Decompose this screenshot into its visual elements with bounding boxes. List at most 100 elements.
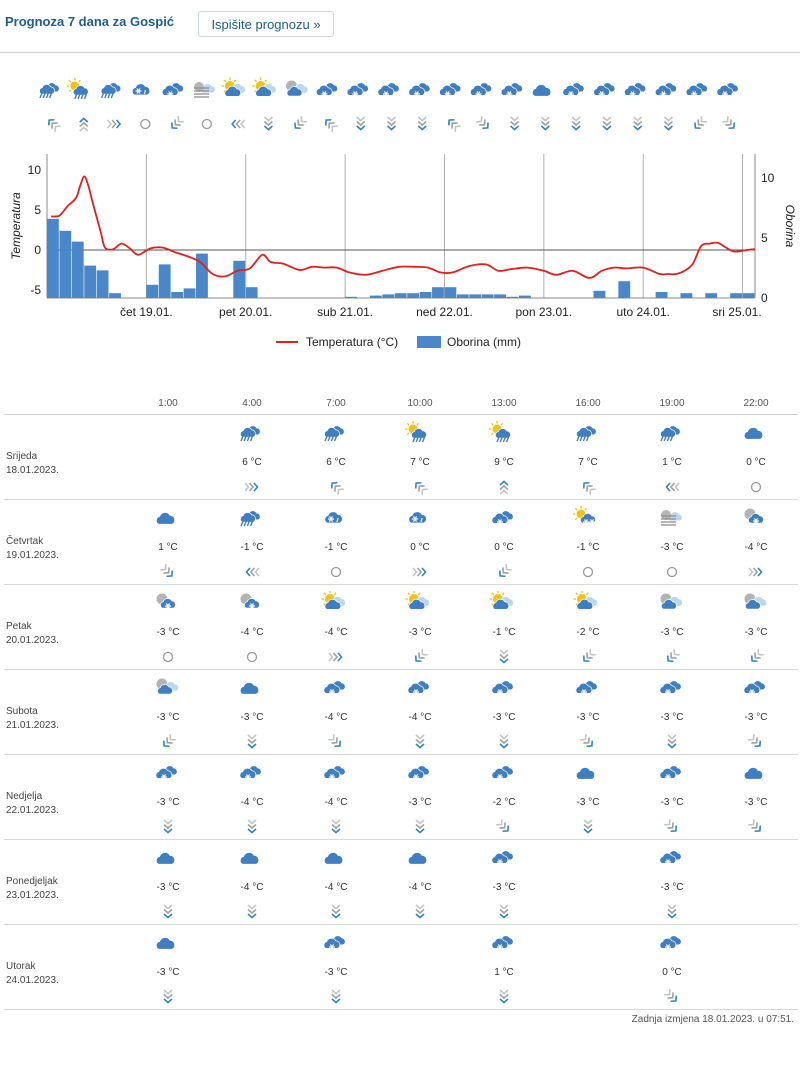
forecast-cell: -3 °C xyxy=(210,670,294,754)
temperature-value: -3 °C xyxy=(156,882,180,893)
sun-rain-icon xyxy=(405,421,427,443)
day-date: 20.01.2023. xyxy=(6,635,59,646)
forecast-cell: -4 °C xyxy=(378,840,462,924)
cloud-icon xyxy=(155,937,176,950)
forecast-cell: -4 °C xyxy=(294,585,378,669)
page-header: Prognoza 7 dana za Gospić Ispišite progn… xyxy=(0,0,800,53)
temperature-value: -3 °C xyxy=(492,882,516,893)
time-header: 4:00 xyxy=(242,398,262,409)
temperature-value: -3 °C xyxy=(408,797,432,808)
wind-n-icon xyxy=(583,819,593,834)
print-forecast-button[interactable]: Ispišite prognozu » xyxy=(198,11,334,37)
wind-calm-icon xyxy=(330,566,342,578)
temperature-line xyxy=(51,175,756,279)
forecast-cell: -4 °C xyxy=(210,840,294,924)
sun-rain-icon xyxy=(489,421,511,443)
precipitation-bar xyxy=(742,293,755,298)
day-label: Četvrtak 19.01.2023. xyxy=(6,535,59,563)
day-date: 23.01.2023. xyxy=(6,890,59,901)
rain-icon xyxy=(660,425,681,442)
forecast-cell: -3 °C xyxy=(126,925,210,1009)
precipitation-series xyxy=(47,218,755,298)
wind-ne-icon xyxy=(496,819,510,833)
wind-n-icon xyxy=(540,116,550,131)
temperature-value: -3 °C xyxy=(408,627,432,638)
wind-n-icon xyxy=(415,904,425,919)
rain-icon xyxy=(39,82,60,99)
wind-n-icon xyxy=(163,989,173,1004)
fog-icon xyxy=(194,82,216,98)
wind-sw-icon xyxy=(324,118,338,132)
day-name: Nedjelja xyxy=(6,791,43,802)
cloud-snow-icon xyxy=(659,935,682,950)
day-label: Nedjelja 22.01.2023. xyxy=(6,790,59,818)
forecast-cell: 0 °C xyxy=(378,500,462,584)
precipitation-bar xyxy=(394,293,407,298)
page-title: Prognoza 7 dana za Gospić xyxy=(5,14,175,29)
sun-cloud-icon xyxy=(221,77,246,97)
table-row: Utorak 24.01.2023. -3 °C -3 °C 1 °C 0 °C xyxy=(4,925,798,1010)
wind-sw-icon xyxy=(414,481,428,495)
y2-tick-label: 0 xyxy=(761,291,768,305)
cloud-snow-icon xyxy=(562,82,585,97)
precipitation-bar xyxy=(345,296,357,298)
x-tick-label: ned 22.01. xyxy=(416,305,473,319)
wind-n-icon xyxy=(499,649,509,664)
cloud-snow-icon xyxy=(407,680,430,695)
precipitation-bar xyxy=(233,260,246,298)
sun-cloud-icon xyxy=(405,591,430,610)
day-name: Četvrtak xyxy=(6,536,44,547)
forecast-cell: -3 °C xyxy=(378,755,462,839)
forecast-table: 1:00 4:00 7:00 10:00 13:00 16:00 19:00 22:00 Sr… xyxy=(4,394,798,1010)
wind-n-icon xyxy=(667,904,677,919)
day-date: 24.01.2023. xyxy=(6,975,59,986)
wind-ne-icon xyxy=(748,819,762,833)
wind-nw-icon xyxy=(666,649,680,663)
temperature-value: 9 °C xyxy=(494,457,514,468)
sun-cloud-icon xyxy=(489,591,514,610)
cloud-snow-icon xyxy=(491,680,514,695)
temperature-value: 1 °C xyxy=(662,457,682,468)
wind-nw-icon xyxy=(162,734,176,748)
forecast-cell: -3 °C xyxy=(714,755,798,839)
forecast-cell: -3 °C xyxy=(714,585,798,669)
temperature-value: -3 °C xyxy=(744,627,768,638)
wind-s-icon xyxy=(79,117,89,132)
precipitation-bar xyxy=(469,294,482,298)
temperature-value: -3 °C xyxy=(660,542,684,553)
wind-n-icon xyxy=(331,904,341,919)
cloud-snow-icon xyxy=(500,82,523,97)
wind-nw-icon xyxy=(294,116,308,130)
day-label: Ponedjeljak 23.01.2023. xyxy=(6,875,59,903)
day-date: 19.01.2023. xyxy=(6,550,59,561)
cloud-icon xyxy=(407,852,428,865)
wind-calm-icon xyxy=(582,566,594,578)
cloud-snow-icon xyxy=(155,765,178,780)
time-header: 22:00 xyxy=(743,398,769,409)
temperature-value: 7 °C xyxy=(410,457,430,468)
forecast-cell: -4 °C xyxy=(210,755,294,839)
forecast-cell: 6 °C xyxy=(294,415,378,499)
time-header: 7:00 xyxy=(326,398,346,409)
cloud-snow-icon xyxy=(323,680,346,695)
forecast-cell: -1 °C xyxy=(462,585,546,669)
temperature-value: -3 °C xyxy=(744,797,768,808)
cloud-snow-icon xyxy=(346,82,369,97)
precipitation-bar xyxy=(419,292,432,298)
legend-bar-swatch xyxy=(417,336,441,348)
cloud-icon xyxy=(155,512,176,525)
wind-n-icon xyxy=(356,116,366,131)
table-row: Subota 21.01.2023. -3 °C -3 °C -4 °C -4 °C -3 … xyxy=(4,670,798,755)
precipitation-bar xyxy=(407,293,420,298)
wind-w-icon xyxy=(665,482,680,492)
cloud-icon xyxy=(239,852,260,865)
temperature-value: -2 °C xyxy=(576,627,600,638)
cloud-snow-icon xyxy=(624,82,647,97)
wind-n-icon xyxy=(602,116,612,131)
forecast-cell: -3 °C xyxy=(630,500,714,584)
forecast-cell: -3 °C xyxy=(630,670,714,754)
snow-rain-icon xyxy=(408,511,427,524)
cloud-snow-icon xyxy=(659,680,682,695)
forecast-cell: -3 °C xyxy=(630,840,714,924)
forecast-cell: -4 °C xyxy=(714,500,798,584)
